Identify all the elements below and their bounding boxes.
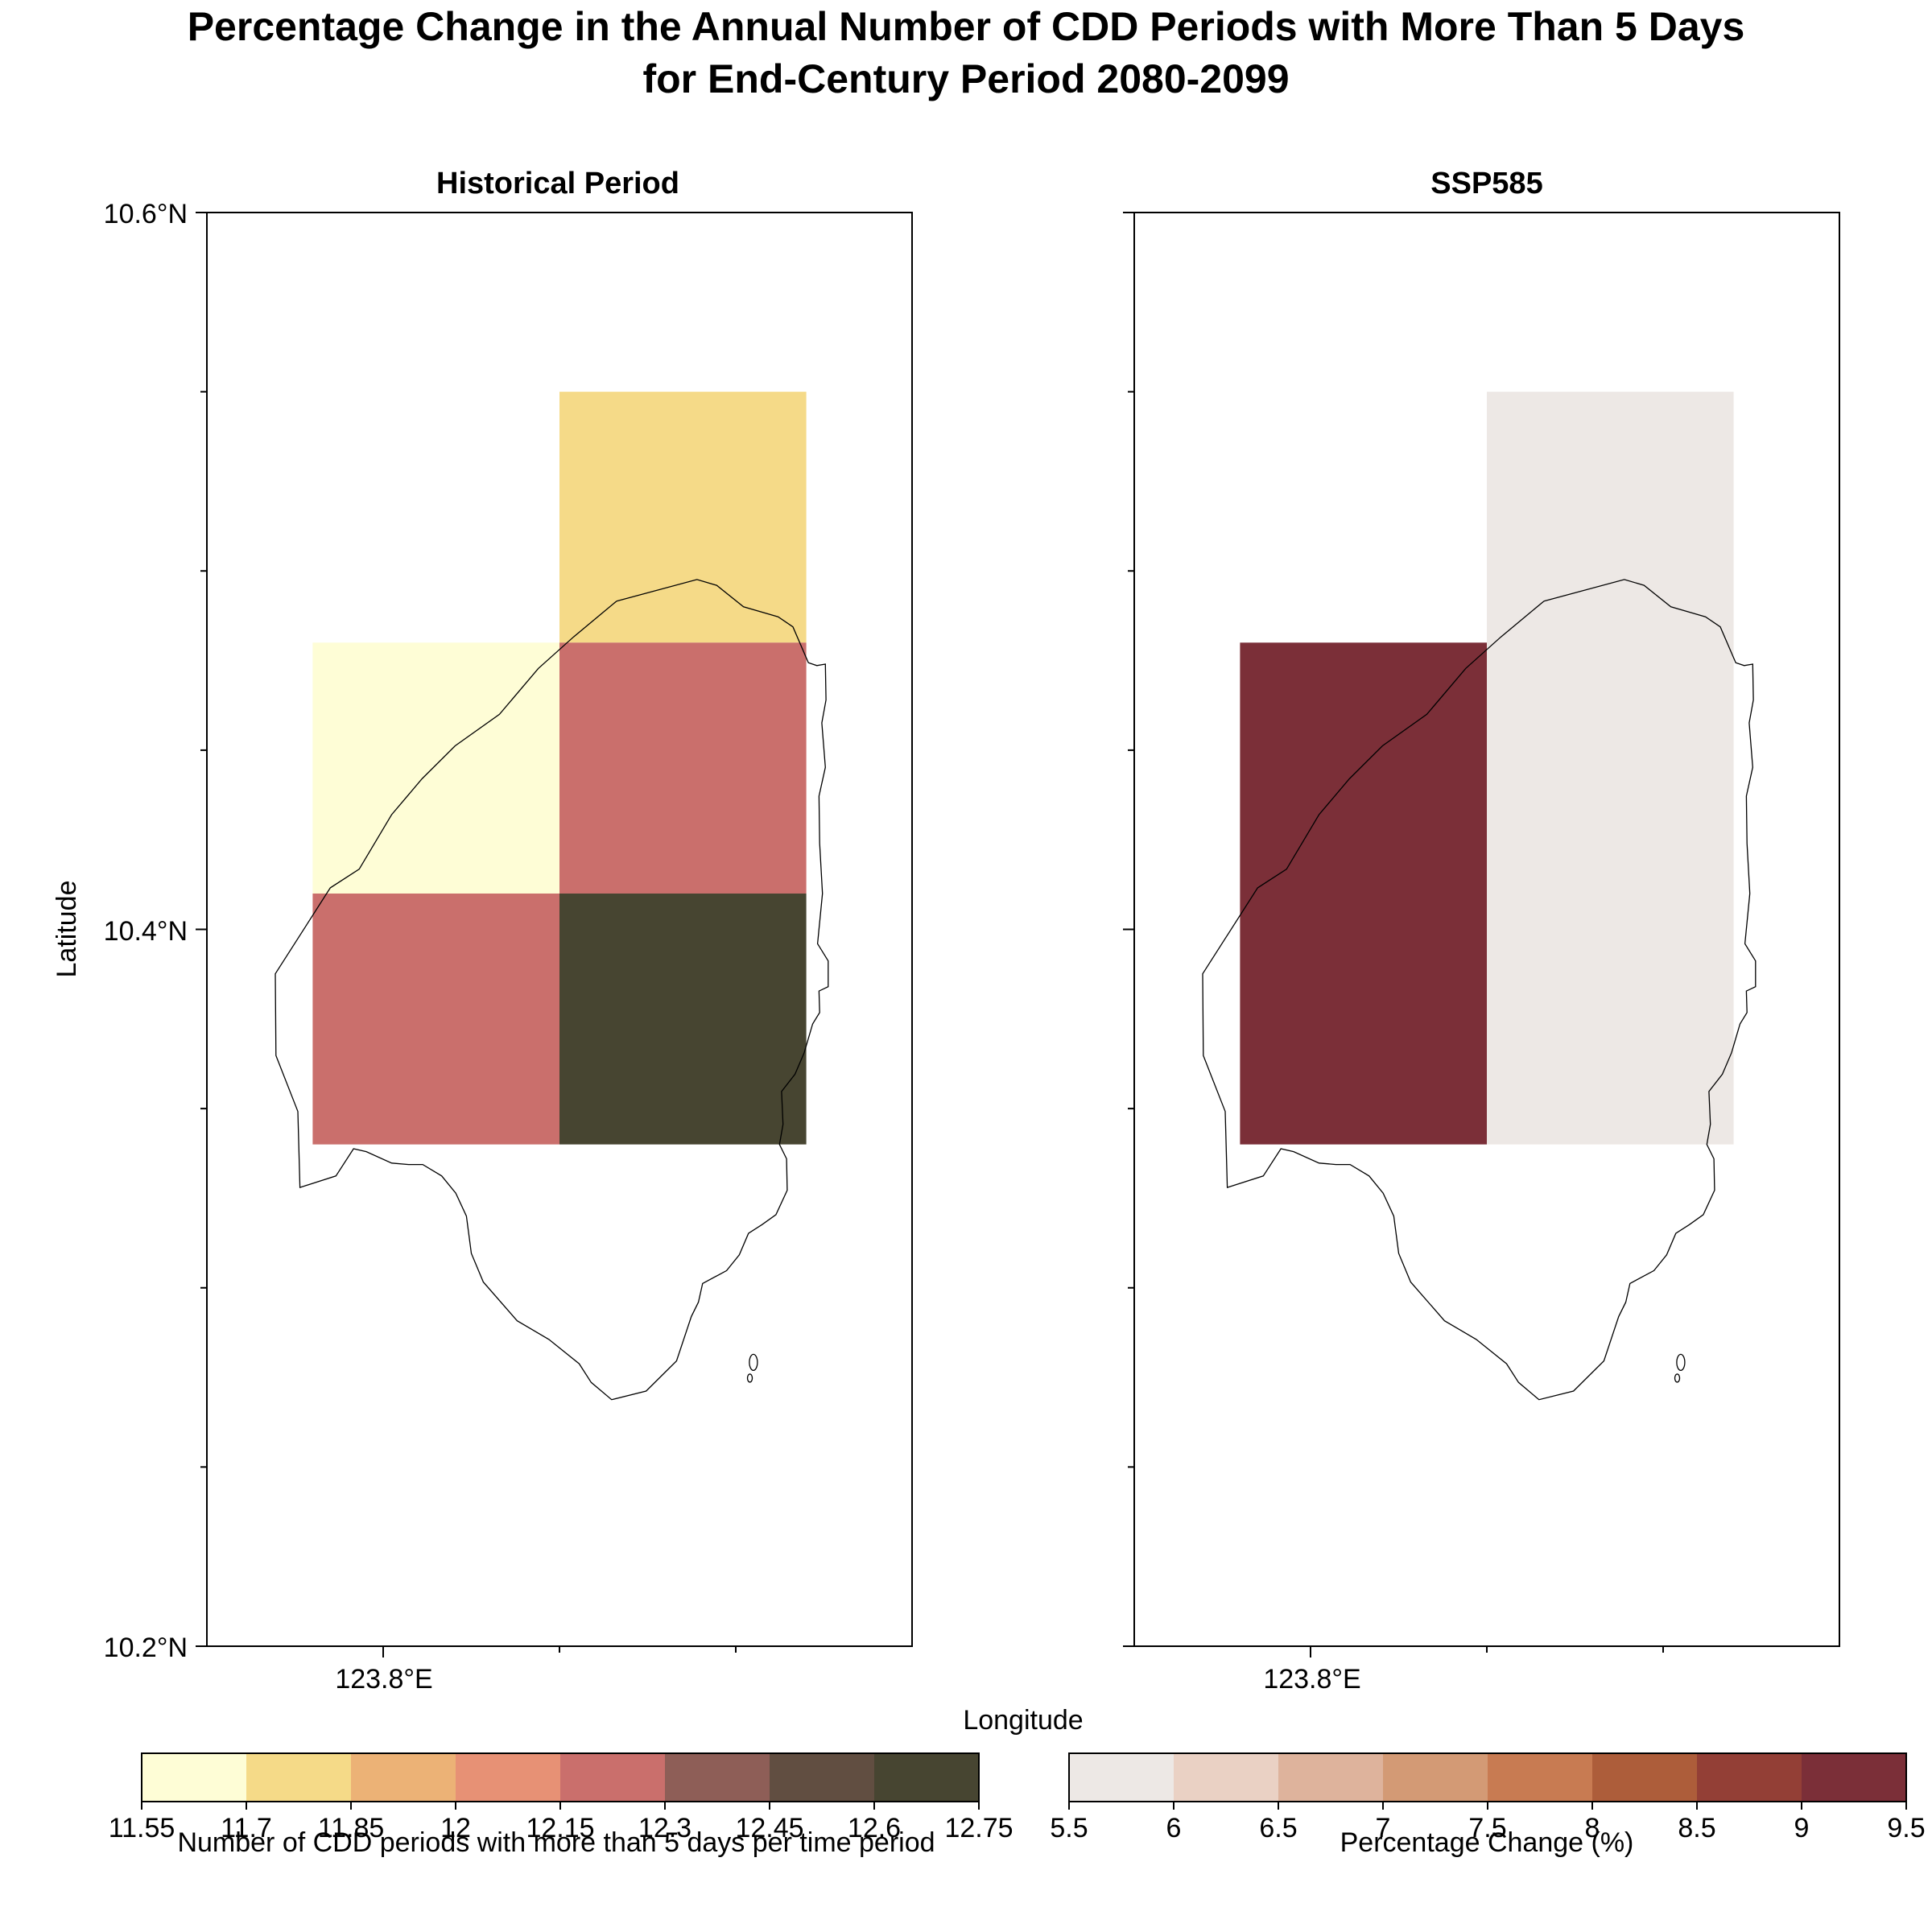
colorbar-tick-label-8: 12.6 [848, 1813, 901, 1843]
heatmap-cell-1 [559, 391, 807, 643]
islet-2 [746, 1373, 753, 1383]
ssp585-islets [1674, 1353, 1686, 1383]
colorbar-swatch-3 [351, 1753, 456, 1802]
colorbar-swatch-3 [1278, 1753, 1383, 1802]
colorbar-tick-label-3: 11.85 [318, 1813, 385, 1843]
colorbar-swatch-4 [1383, 1753, 1488, 1802]
colorbar-swatch-5 [560, 1753, 665, 1802]
y-axis-label: Latitude [52, 881, 82, 978]
colorbar-tick-label-1: 11.55 [109, 1813, 175, 1843]
y-tick-label-10.6: 10.6°N [104, 199, 188, 229]
heatmap-cell-4 [312, 893, 559, 1145]
colorbar-tick-label-4: 7 [1376, 1813, 1391, 1843]
colorbar-swatch-2 [246, 1753, 351, 1802]
colorbar-tick-label-7: 12.45 [735, 1813, 803, 1843]
ssp585-panel-title: SSP585 [1430, 167, 1542, 200]
colorbar-swatch-8 [874, 1753, 979, 1802]
ssp585-colorbar: 5.5 6 6.5 7 7.5 8 8.5 9 9.5 [1050, 1752, 1926, 1843]
heatmap-cell-1 [1487, 391, 1734, 1145]
figure-title-line2: for End-Century Period 2080-2099 [642, 56, 1289, 101]
colorbar-swatch-6 [665, 1753, 770, 1802]
islet-1 [1676, 1353, 1686, 1372]
historical-colorbar-label: Number of CDD periods with more than 5 d… [177, 1827, 935, 1858]
colorbar-swatch-7 [1697, 1753, 1802, 1802]
historical-islets [746, 1353, 758, 1383]
colorbar-tick-label-6: 12.3 [638, 1813, 691, 1843]
y-tick-label-10.4: 10.4°N [104, 916, 188, 947]
heatmap-cell-5 [559, 893, 807, 1145]
historical-x-tick-label: 123.8°E [335, 1664, 432, 1695]
colorbar-swatch-5 [1488, 1753, 1592, 1802]
islet-1 [749, 1353, 758, 1372]
islet-2 [1674, 1373, 1681, 1383]
colorbar-tick-label-9: 9.5 [1887, 1813, 1925, 1843]
ssp585-heatmap-cells [1240, 391, 1734, 1145]
ssp585-coastline [1202, 579, 1757, 1401]
colorbar-tick-label-8: 9 [1794, 1813, 1810, 1843]
ssp585-ticks [1123, 212, 1664, 1657]
figure-title-line1: Percentage Change in the Annual Number o… [188, 4, 1745, 49]
ssp585-panel: SSP585 123.8°E [1123, 167, 1840, 1695]
colorbar-tick-label-6: 8 [1585, 1813, 1600, 1843]
colorbar-tick-label-7: 8.5 [1678, 1813, 1715, 1843]
heatmap-cell-2 [312, 642, 559, 894]
colorbar-tick-label-5: 12.15 [526, 1813, 594, 1843]
colorbar-tick-label-5: 7.5 [1468, 1813, 1506, 1843]
colorbar-tick-label-2: 11.7 [221, 1813, 272, 1843]
colorbar-tick-label-2: 6 [1166, 1813, 1182, 1843]
historical-ticks [196, 212, 737, 1657]
colorbar-swatch-1 [1069, 1753, 1174, 1802]
historical-colorbar: 11.55 11.7 11.85 12 12.15 12.3 12.45 12.6 12.75 [109, 1752, 1013, 1843]
ssp585-colorbar-label: Percentage Change (%) [1340, 1827, 1634, 1858]
x-axis-label: Longitude [963, 1705, 1083, 1736]
colorbar-swatch-8 [1802, 1753, 1906, 1802]
colorbar-tick-label-9: 12.75 [944, 1813, 1013, 1843]
historical-panel: Historical Period 10.6°N 10.4°N 10.2°N 1… [104, 167, 913, 1695]
colorbar-swatch-1 [142, 1753, 246, 1802]
colorbar-tick-label-3: 6.5 [1259, 1813, 1297, 1843]
historical-heatmap-cells [312, 391, 807, 1145]
colorbar-tick-label-1: 5.5 [1050, 1813, 1088, 1843]
colorbar-tick-label-4: 12 [440, 1813, 471, 1843]
y-tick-label-10.2: 10.2°N [104, 1633, 188, 1663]
colorbar-swatch-4 [456, 1753, 560, 1802]
historical-panel-title: Historical Period [436, 167, 679, 200]
colorbar-swatch-6 [1592, 1753, 1697, 1802]
ssp585-x-tick-label: 123.8°E [1263, 1664, 1360, 1695]
historical-coastline [275, 579, 829, 1401]
colorbar-swatch-7 [770, 1753, 874, 1802]
heatmap-cell-2 [1240, 642, 1487, 1145]
colorbar-swatch-2 [1174, 1753, 1278, 1802]
heatmap-cell-3 [559, 642, 807, 894]
